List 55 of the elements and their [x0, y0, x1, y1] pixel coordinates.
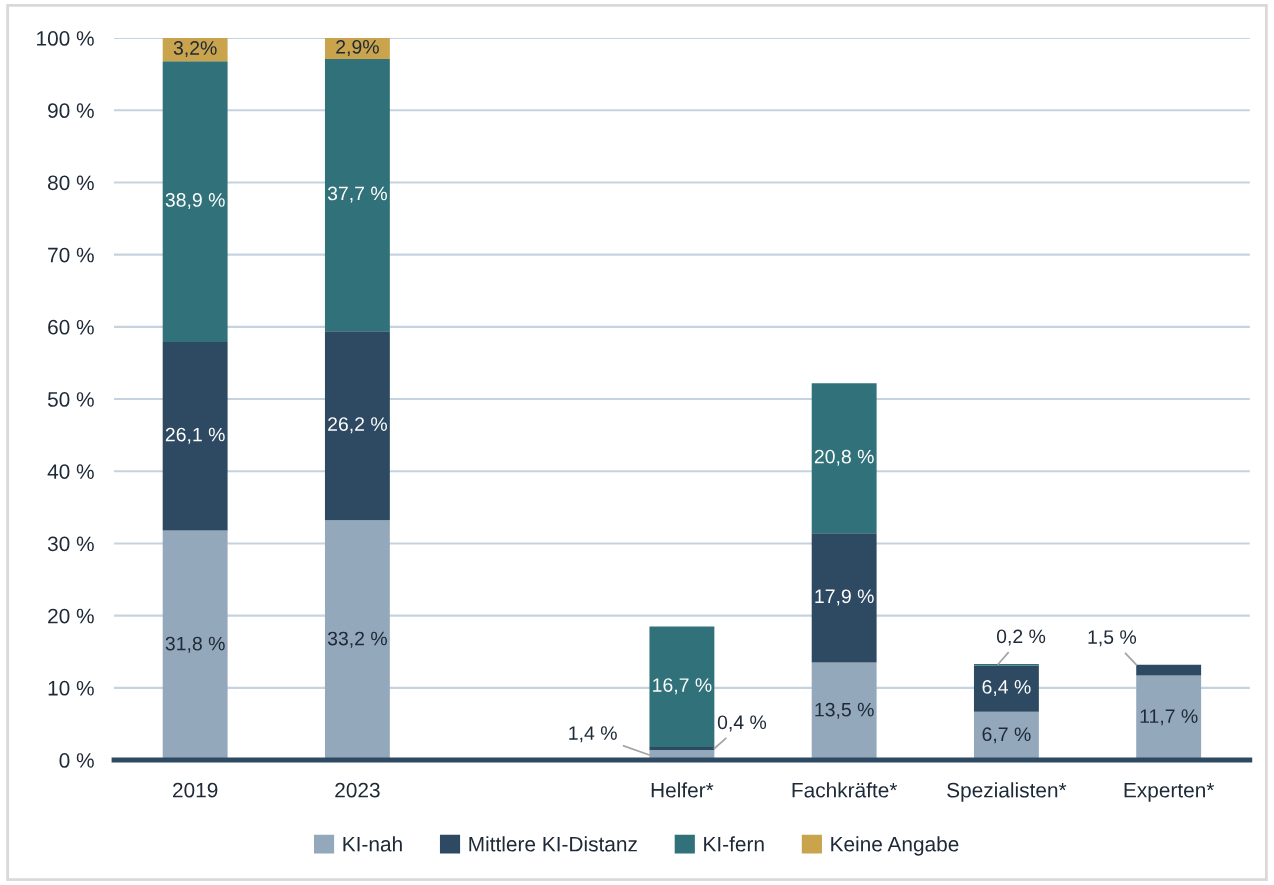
y-tick-label: 0 % [59, 753, 94, 768]
bar [973, 665, 1039, 712]
y-tick-label: 10 % [48, 680, 94, 696]
x-tick-label: 2019 [173, 782, 218, 798]
y-tick-label: 40 % [47, 464, 94, 479]
bar [811, 383, 877, 534]
bar [324, 58, 390, 332]
bar [324, 331, 390, 521]
data-label: 26,2 % [328, 417, 387, 434]
data-label: 38,9 % [165, 193, 225, 210]
x-tick-label: Helfer* [651, 782, 714, 798]
data-label: 17,9 % [815, 589, 874, 606]
y-tick-label: 30 % [47, 536, 94, 552]
data-label: 33,2 % [327, 631, 387, 648]
data-label: 13,5 % [815, 702, 874, 719]
bar [162, 61, 228, 343]
bar [649, 626, 715, 748]
y-tick-label: 90 % [48, 103, 94, 119]
y-tick-label: 100 % [37, 31, 94, 46]
bar [649, 747, 715, 750]
y-tick-label: 50 % [47, 392, 94, 407]
data-label: 31,8 % [165, 636, 225, 653]
x-tick-label: Fachkräfte* [792, 782, 898, 798]
x-tick-label: Experten* [1124, 783, 1215, 802]
data-label: 2,9% [336, 39, 379, 57]
x-tick-label: 2023 [335, 782, 380, 798]
data-label: 11,7 % [1140, 709, 1198, 726]
data-label: 26,1 % [165, 427, 225, 444]
bar [162, 342, 228, 531]
bar [811, 662, 877, 761]
data-label: 6,7 % [982, 727, 1031, 744]
y-tick-label: 60 % [48, 319, 94, 335]
data-label: 16,7 % [653, 678, 712, 695]
y-tick-label: 70 % [48, 247, 94, 263]
data-label: 0,2 % [996, 629, 1046, 646]
data-label: 3,2% [173, 41, 217, 58]
bar [162, 530, 228, 761]
data-label: 1,5 % [1088, 630, 1137, 647]
y-tick-label: 20 % [48, 608, 94, 624]
bar [1136, 664, 1202, 676]
data-label: 6,4 % [982, 680, 1031, 697]
data-label: 1,4 % [569, 726, 617, 743]
legend-label: KI-fern [704, 836, 764, 852]
x-tick-label: Spezialisten* [947, 782, 1067, 802]
bar [1136, 675, 1202, 761]
bar [811, 533, 877, 663]
y-tick-label: 80 % [48, 175, 94, 191]
data-label: 37,7 % [327, 186, 387, 203]
bar [324, 520, 390, 761]
legend-label: Mittlere KI-Distanz [469, 836, 637, 852]
legend-label: Keine Angabe [831, 836, 959, 856]
data-label: 0,4 % [717, 715, 767, 732]
bar [973, 711, 1039, 761]
data-label: 20,8 % [814, 449, 874, 466]
legend-label: KI-nah [343, 836, 402, 852]
